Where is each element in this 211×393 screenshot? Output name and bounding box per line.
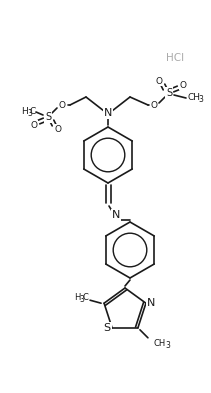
Text: O: O bbox=[31, 121, 38, 130]
Text: N: N bbox=[112, 210, 120, 220]
Text: H: H bbox=[21, 107, 28, 116]
Text: H: H bbox=[74, 293, 80, 302]
Text: O: O bbox=[54, 125, 61, 134]
Text: O: O bbox=[58, 101, 65, 110]
Text: N: N bbox=[104, 108, 112, 118]
Text: S: S bbox=[104, 323, 111, 333]
Text: CH: CH bbox=[187, 94, 200, 103]
Text: S: S bbox=[166, 88, 172, 98]
Text: 3: 3 bbox=[79, 295, 84, 304]
Text: HCl: HCl bbox=[166, 53, 184, 63]
Text: 3: 3 bbox=[27, 108, 32, 118]
Text: 3: 3 bbox=[198, 95, 203, 105]
Text: O: O bbox=[156, 77, 162, 86]
Text: CH: CH bbox=[154, 339, 166, 348]
Text: C: C bbox=[30, 107, 36, 116]
Text: O: O bbox=[150, 101, 157, 110]
Text: C: C bbox=[82, 293, 88, 302]
Text: S: S bbox=[45, 112, 51, 122]
Text: O: O bbox=[180, 81, 187, 90]
Text: 3: 3 bbox=[165, 341, 170, 350]
Text: N: N bbox=[147, 298, 155, 308]
